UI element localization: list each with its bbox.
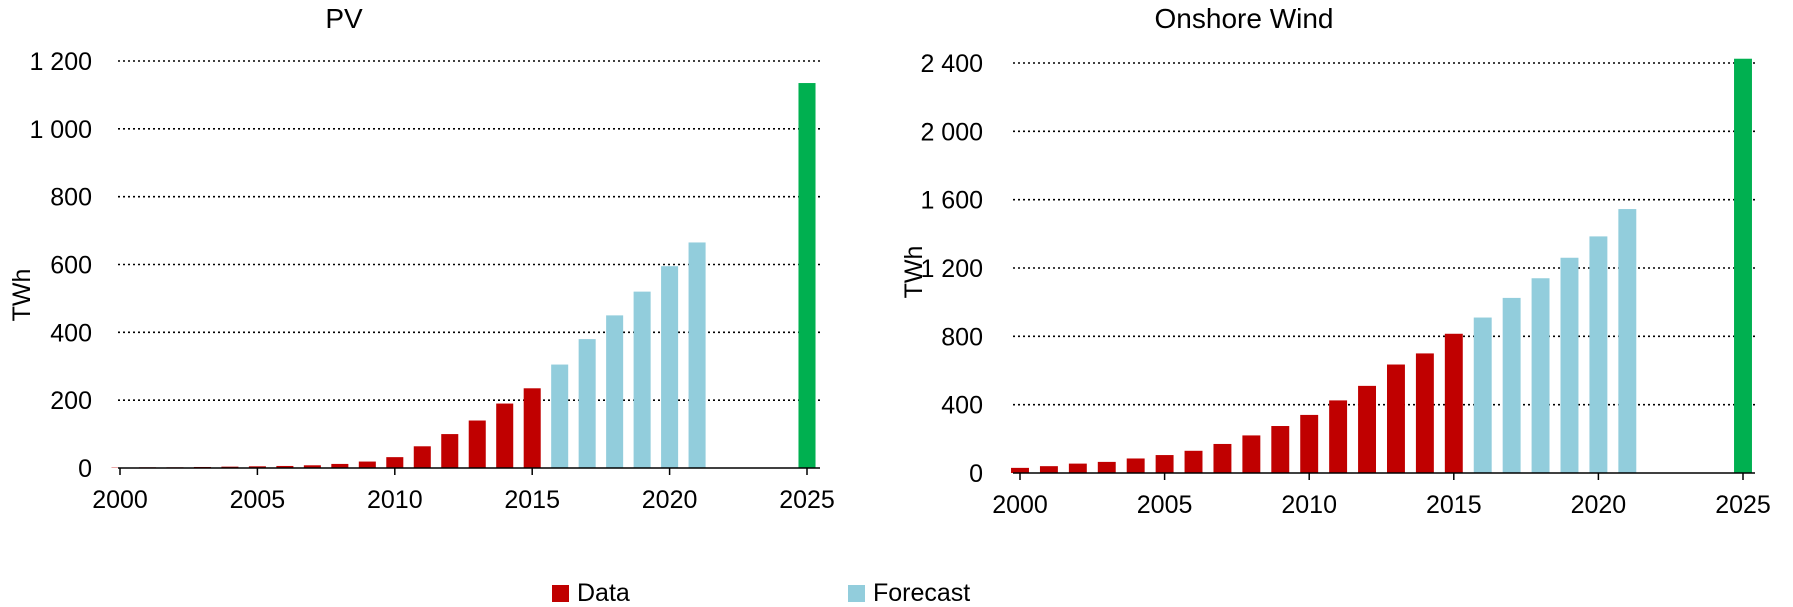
bar-data-2014	[1415, 353, 1434, 473]
bar-target-2025	[798, 83, 816, 468]
y-tick-label: 1 600	[920, 187, 983, 215]
pv-chart-panel: PV TWh 0 200 400 600 800 1 000 1 200 2000 2005 2010…	[8, 3, 835, 514]
bar-data-2012	[441, 434, 459, 468]
y-tick-label: 800	[50, 184, 92, 212]
bar-data-2011	[1329, 400, 1348, 473]
legend-label-forecast: Forecast	[873, 579, 970, 607]
y-tick-label: 400	[50, 319, 92, 347]
y-tick-label: 0	[969, 460, 983, 488]
x-tick-label: 2005	[230, 486, 286, 514]
bar-data-2007	[303, 465, 321, 468]
x-tick-label: 2010	[1281, 491, 1337, 519]
bar-data-2009	[358, 461, 376, 468]
bar-data-2001	[1039, 466, 1058, 473]
bar-data-2013	[468, 420, 486, 468]
onshore-wind-chart-panel: Onshore Wind TWh 0 400 800 1 200 1 600 2 000 2 4…	[900, 3, 1771, 519]
bar-data-2015	[523, 388, 541, 468]
bar-data-2006	[276, 465, 294, 468]
x-tick-label: 2025	[1715, 491, 1771, 519]
bar-data-2005	[1155, 455, 1174, 473]
x-tick-label: 2020	[642, 486, 698, 514]
y-axis-label: TWh	[8, 269, 36, 322]
x-tick-label: 2015	[504, 486, 560, 514]
y-tick-label: 2 400	[920, 50, 983, 78]
x-tick-label: 2005	[1137, 491, 1193, 519]
bar-forecast-2018	[1531, 278, 1550, 473]
bar-forecast-2018	[606, 315, 624, 468]
bar-data-2011	[413, 446, 431, 468]
bar-forecast-2021	[688, 242, 706, 468]
bar-data-2004	[1126, 458, 1145, 473]
bar-data-2010	[1300, 414, 1319, 473]
bar-data-2015	[1444, 333, 1463, 473]
y-tick-label: 200	[50, 387, 92, 415]
bar-data-2002	[1068, 463, 1087, 473]
bar-forecast-2016	[551, 364, 569, 468]
x-tick-label: 2000	[92, 486, 148, 514]
y-tick-label: 0	[78, 455, 92, 483]
chart-title: Onshore Wind	[1155, 3, 1334, 34]
x-tick-label: 2025	[779, 486, 835, 514]
bar-forecast-2016	[1473, 317, 1492, 473]
bar-forecast-2019	[1560, 257, 1579, 473]
y-tick-label: 1 000	[29, 116, 92, 144]
bar-forecast-2020	[1589, 236, 1608, 473]
bar-forecast-2019	[633, 291, 651, 468]
bar-forecast-2020	[661, 266, 679, 468]
x-tick-label: 2000	[992, 491, 1048, 519]
bar-data-2010	[386, 457, 404, 468]
legend-label-data: Data	[577, 579, 630, 607]
y-tick-label: 800	[941, 323, 983, 351]
y-axis-label: TWh	[900, 246, 928, 299]
y-tick-label: 400	[941, 392, 983, 420]
bar-forecast-2017	[578, 339, 596, 468]
bar-data-2008	[1242, 435, 1261, 473]
bar-forecast-2017	[1502, 297, 1521, 473]
legend: Data Forecast	[552, 579, 970, 607]
bar-data-2014	[496, 403, 514, 468]
y-tick-label: 600	[50, 252, 92, 280]
bar-data-2008	[331, 463, 349, 468]
y-tick-label: 1 200	[29, 48, 92, 76]
bar-data-2012	[1358, 385, 1377, 473]
y-tick-label: 2 000	[920, 118, 983, 146]
y-tick-label: 1 200	[920, 255, 983, 283]
bar-data-2003	[1097, 461, 1116, 473]
x-tick-label: 2015	[1426, 491, 1482, 519]
bar-target-2025	[1734, 58, 1752, 474]
bar-data-2006	[1184, 450, 1203, 473]
bar-data-2007	[1213, 443, 1232, 473]
bar-data-2009	[1271, 426, 1290, 473]
bar-data-2000	[1011, 467, 1029, 473]
bar-data-2013	[1386, 364, 1405, 473]
legend-swatch-data	[552, 585, 569, 602]
x-tick-label: 2010	[367, 486, 423, 514]
legend-swatch-forecast	[848, 585, 865, 602]
x-tick-label: 2020	[1571, 491, 1627, 519]
bar-data-2005	[248, 466, 266, 468]
chart-title: PV	[325, 3, 363, 34]
bar-forecast-2021	[1618, 209, 1637, 473]
